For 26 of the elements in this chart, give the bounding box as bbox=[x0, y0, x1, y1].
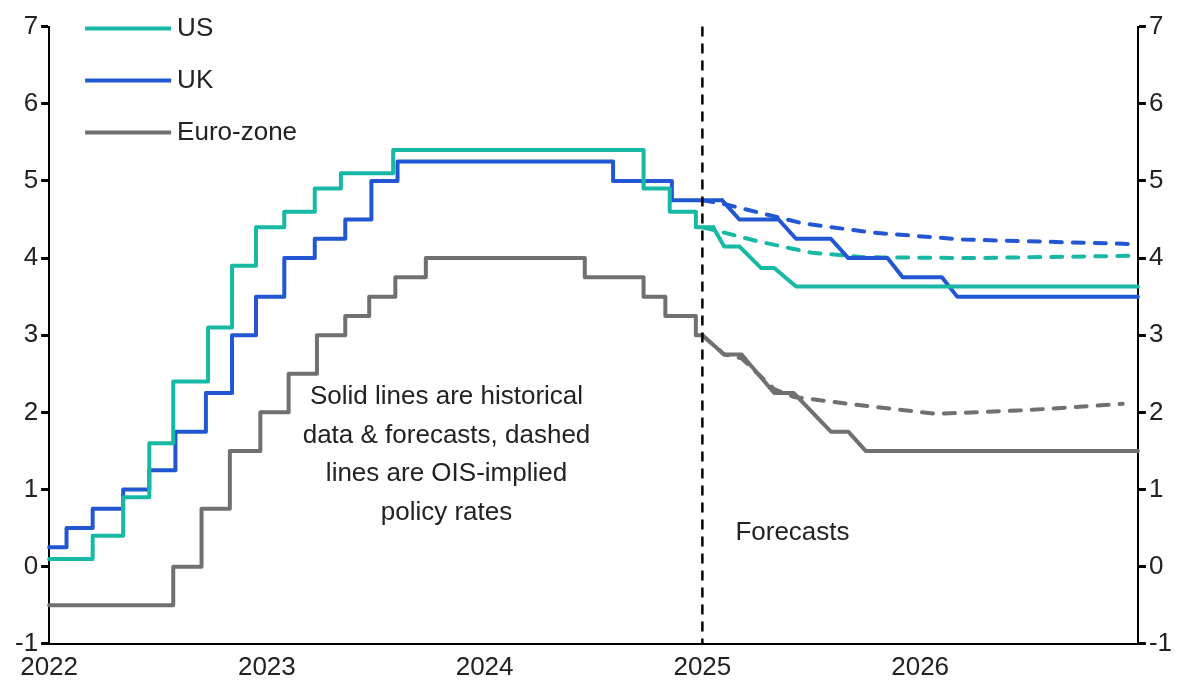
y-tick-label: 3 bbox=[23, 318, 39, 349]
y2-tick-label: 3 bbox=[1148, 318, 1164, 349]
legend-label: Euro-zone bbox=[177, 115, 298, 146]
ref-line-label: Forecasts bbox=[735, 515, 850, 546]
y-tick-label: 1 bbox=[23, 472, 39, 503]
y-tick-label: 6 bbox=[23, 86, 39, 117]
legend-label: US bbox=[177, 11, 214, 42]
y2-tick-label: 5 bbox=[1148, 164, 1164, 195]
legend-label: UK bbox=[177, 63, 214, 94]
y-tick-label: 0 bbox=[23, 549, 39, 580]
y2-tick-label: 4 bbox=[1148, 241, 1164, 272]
y2-tick-label: 6 bbox=[1148, 86, 1164, 117]
y2-tick-label: -1 bbox=[1148, 626, 1173, 657]
y-tick-label: 7 bbox=[23, 9, 39, 40]
x-tick-label: 2025 bbox=[673, 650, 732, 681]
x-tick-label: 2023 bbox=[237, 650, 296, 681]
y2-tick-label: 1 bbox=[1148, 472, 1164, 503]
y2-tick-label: 7 bbox=[1148, 9, 1164, 40]
y-tick-label: 4 bbox=[23, 241, 39, 272]
y2-tick-label: 2 bbox=[1148, 395, 1164, 426]
y-tick-label: 5 bbox=[23, 164, 39, 195]
annotation: Solid lines are historical data & forecasts, dashed lines are OIS-implied policy rates bbox=[302, 380, 591, 526]
x-tick-label: 2026 bbox=[891, 650, 950, 681]
y-tick-label: 2 bbox=[23, 395, 39, 426]
y2-tick-label: 0 bbox=[1148, 549, 1164, 580]
x-tick-label: 2024 bbox=[455, 650, 514, 681]
